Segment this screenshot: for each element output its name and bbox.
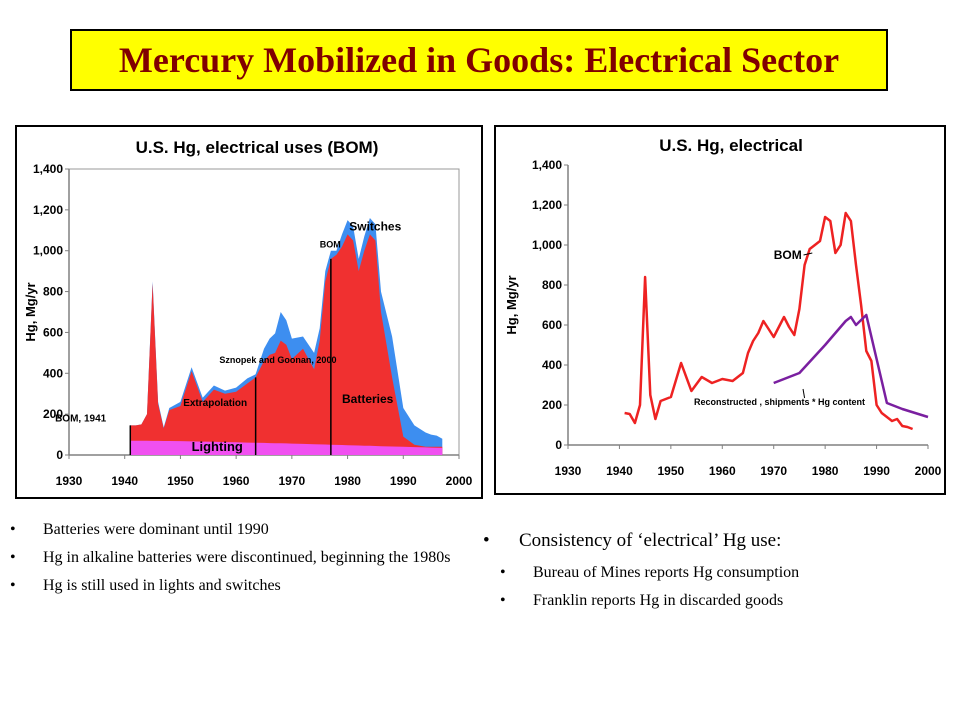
y-tick-label: 0 (555, 438, 562, 452)
x-tick-label: 1930 (56, 474, 83, 488)
x-tick-label: 2000 (915, 464, 942, 478)
y-tick-label: 1,200 (33, 203, 63, 217)
y-tick-label: 200 (542, 398, 562, 412)
chart-electrical-comparison: 0 200 400 600 800 1,000 1,200 1,400 1930 1940 1950… (494, 125, 946, 495)
x-tick-label: 1930 (555, 464, 582, 478)
series-line-bom (624, 211, 914, 431)
y-tick-label: 1,000 (33, 244, 63, 258)
right-bullet-list: Consistency of ‘electrical’ Hg use: Bure… (480, 530, 940, 620)
y-tick-label: 400 (542, 358, 562, 372)
slide-title-box: Mercury Mobilized in Goods: Electrical S… (70, 29, 888, 91)
x-tick-label: 1940 (111, 474, 138, 488)
y-tick-label: 1,400 (33, 162, 63, 176)
x-tick-label: 1960 (709, 464, 736, 478)
area-lighting (130, 440, 443, 455)
chart-electrical-uses-bom: 0 200 400 600 800 1,000 1,200 1,400 1930 1940 1950… (15, 125, 483, 499)
x-tick-label: 1980 (334, 474, 361, 488)
y-axis-label: Hg, Mg/yr (504, 275, 519, 334)
bullet-subitem: Franklin reports Hg in discarded goods (480, 592, 940, 610)
annotation-sznopek: Sznopek and Goonan, 2000 (219, 355, 336, 365)
bullet-subitem: Bureau of Mines reports Hg consumption (480, 564, 940, 582)
y-tick-label: 0 (56, 448, 63, 462)
annotation-extrapolation: Extrapolation (183, 398, 247, 409)
annotation-batteries: Batteries (342, 392, 394, 406)
annotation-reconstructed: Reconstructed , shipments * Hg content (694, 397, 865, 407)
chart-right-svg: 0 200 400 600 800 1,000 1,200 1,400 1930 1940 1950… (504, 136, 942, 478)
x-tick-label: 1950 (658, 464, 685, 478)
x-tick-label: 1970 (279, 474, 306, 488)
x-tick-label: 1990 (863, 464, 890, 478)
y-tick-label: 1,400 (532, 158, 562, 172)
chart-left-svg: 0 200 400 600 800 1,000 1,200 1,400 1930 1940 1950… (23, 138, 473, 488)
area-batteries (130, 234, 443, 455)
y-tick-label: 1,000 (532, 238, 562, 252)
y-tick-label: 600 (542, 318, 562, 332)
x-tick-label: 1980 (812, 464, 839, 478)
y-axis-label: Hg, Mg/yr (23, 282, 38, 341)
y-tick-label: 800 (43, 285, 63, 299)
annotation-bom: BOM (774, 248, 802, 262)
slide-title: Mercury Mobilized in Goods: Electrical S… (118, 40, 840, 80)
x-tick-label: 1990 (390, 474, 417, 488)
y-tick-label: 200 (43, 407, 63, 421)
bullet-item: Batteries were dominant until 1990 (10, 520, 470, 540)
series-line-reconstructed (773, 313, 929, 419)
bullet-item-main: Consistency of ‘electrical’ Hg use: (480, 530, 940, 552)
annotation-bom-pointer (803, 252, 813, 256)
y-tick-label: 1,200 (532, 198, 562, 212)
y-tick-label: 600 (43, 325, 63, 339)
chart-title: U.S. Hg, electrical (659, 136, 803, 155)
x-tick-label: 1960 (223, 474, 250, 488)
y-tick-label: 800 (542, 278, 562, 292)
x-tick-label: 1940 (606, 464, 633, 478)
x-tick-label: 2000 (446, 474, 473, 488)
left-bullet-list: Batteries were dominant until 1990 Hg in… (10, 520, 470, 604)
annotation-switches: Switches (349, 219, 401, 233)
annotation-reconstructed-pointer (802, 388, 806, 399)
annotation-lighting: Lighting (192, 439, 243, 454)
bullet-item: Hg in alkaline batteries were discontinu… (10, 548, 470, 568)
annotation-bom-1941: BOM, 1941 (55, 413, 107, 424)
annotation-bom: BOM (320, 240, 341, 250)
bullet-item: Hg is still used in lights and switches (10, 576, 470, 596)
chart-title: U.S. Hg, electrical uses (BOM) (136, 138, 379, 157)
x-tick-label: 1970 (760, 464, 787, 478)
x-tick-label: 1950 (167, 474, 194, 488)
y-tick-label: 400 (43, 366, 63, 380)
